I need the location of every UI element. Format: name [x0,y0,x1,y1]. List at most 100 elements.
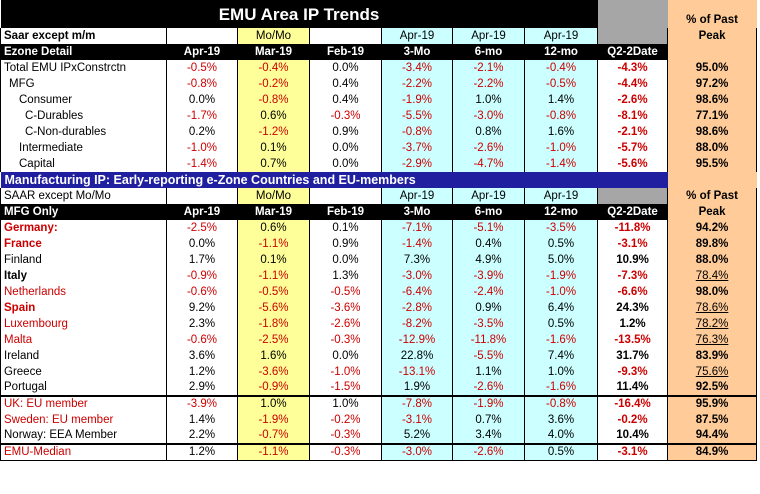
row-value: -2.6% [452,140,525,156]
row-value: -13.1% [381,364,453,380]
row-value: -3.1% [381,412,453,428]
peak-value: 89.8% [667,236,758,252]
row-value: -3.9% [166,395,238,412]
row-label: Consumer [0,92,167,108]
row-value: -1.9% [452,395,525,412]
row-value: -1.4% [166,156,238,172]
row-value: -1.1% [237,236,310,252]
row-value: -0.7% [237,428,310,444]
row-value: 1.7% [166,252,238,268]
peak-value: 78.6% [667,300,758,316]
peak-value: 88.0% [667,252,758,268]
peak-value: 75.6% [667,364,758,380]
row-value: -1.0% [523,284,598,300]
row-value: 7.4% [523,348,598,364]
row-value: -5.7% [597,140,668,156]
top-apr-label-3: Apr-19 [523,28,598,44]
table-row: Netherlands -0.6% -0.5% -0.5% -6.4% -2.4% -1.0… [0,284,758,300]
row-value: -2.6% [452,443,525,461]
top-apr-label-2: Apr-19 [452,28,525,44]
row-value: 2.9% [166,380,238,396]
top-header-col-0: Ezone Detail [0,44,167,60]
row-value: 1.4% [523,92,598,108]
row-label: Luxembourg [0,316,167,332]
row-value: -1.6% [523,332,598,348]
row-value: -0.9% [237,380,310,396]
row-value: 0.8% [452,124,525,140]
peak-header-2b: Peak [667,204,758,220]
table-row: C-Durables -1.7% 0.6% -0.3% -5.5% -3.0% -0.8% -… [0,108,758,124]
row-value: 3.6% [166,348,238,364]
row-value: 3.4% [452,428,525,444]
top-momo-label: Mo/Mo [237,28,310,44]
peak-value: 98.0% [667,284,758,300]
row-value: 6.4% [523,300,598,316]
row-value: -2.4% [452,284,525,300]
row-value: 2.2% [166,428,238,444]
bottom-apr-label-1: Apr-19 [381,188,453,204]
peak-value: 78.4% [667,268,758,284]
row-value: 1.2% [166,443,238,461]
gray-block [597,0,668,28]
row-value: -3.9% [452,268,525,284]
table-row: Portugal 2.9% -0.9% -1.5% 1.9% -2.6% -1.6% 11.4… [0,380,758,396]
table-row: EMU-Median 1.2% -1.1% -0.3% -3.0% -2.6% 0.5% -3… [0,443,758,461]
row-value: -13.5% [597,332,668,348]
row-value: -2.5% [237,332,310,348]
row-value: 1.3% [309,268,382,284]
row-value: -2.6% [597,92,668,108]
row-value: -9.3% [597,364,668,380]
row-value: -1.4% [523,156,598,172]
row-label: Spain [0,300,167,316]
row-value: -0.8% [166,76,238,92]
row-value: -2.6% [309,316,382,332]
bottom-unit-label: SAAR except Mo/Mo [0,188,167,204]
peak-value: 94.2% [667,220,758,236]
row-label: C-Durables [0,108,167,124]
row-value: -3.0% [381,443,453,461]
row-value: -2.2% [452,76,525,92]
row-value: -2.1% [597,124,668,140]
top-apr-label-1: Apr-19 [381,28,453,44]
row-value: -3.0% [381,268,453,284]
row-label: UK: EU member [0,395,167,412]
row-value: 0.4% [452,236,525,252]
bottom-momo-label: Mo/Mo [237,188,310,204]
row-value: -5.1% [452,220,525,236]
row-label: Greece [0,364,167,380]
row-value: -3.7% [381,140,453,156]
row-value: 0.0% [309,156,382,172]
row-value: -3.5% [523,220,598,236]
row-value: 1.9% [381,380,453,396]
row-value: 2.3% [166,316,238,332]
row-value: 1.6% [523,124,598,140]
peak-value: 98.6% [667,124,758,140]
row-value: -7.3% [597,268,668,284]
row-value: -5.5% [381,108,453,124]
bottom-header-col-2: Mar-19 [237,204,310,220]
top-header-col-1: Apr-19 [166,44,238,60]
row-value: 11.4% [597,380,668,396]
row-value: 9.2% [166,300,238,316]
bottom-apr-label-3: Apr-19 [523,188,598,204]
row-value: -0.3% [309,428,382,444]
row-value: -5.6% [597,156,668,172]
row-value: -0.5% [237,284,310,300]
row-value: 0.4% [309,92,382,108]
row-label: Intermediate [0,140,167,156]
row-value: -2.2% [381,76,453,92]
table-row: Consumer 0.0% -0.8% 0.4% -1.9% 1.0% 1.4% -2.6% 9… [0,92,758,108]
row-value: -12.9% [381,332,453,348]
gray-block [597,188,668,204]
row-label: Norway: EEA Member [0,428,167,444]
table-row: Finland 1.7% 0.1% 0.0% 7.3% 4.9% 5.0% 10.9% 88.0… [0,252,758,268]
row-value: 0.5% [523,443,598,461]
table-row: Intermediate -1.0% 0.1% 0.0% -3.7% -2.6% -1.0%… [0,140,758,156]
band-peak-cell [667,172,757,188]
ip-table: EMU Area IP Trends % of Past Saar except… [0,0,758,461]
row-value: -2.8% [381,300,453,316]
row-value: -1.8% [237,316,310,332]
row-value: 0.7% [452,412,525,428]
bottom-header-col-1: Apr-19 [166,204,238,220]
